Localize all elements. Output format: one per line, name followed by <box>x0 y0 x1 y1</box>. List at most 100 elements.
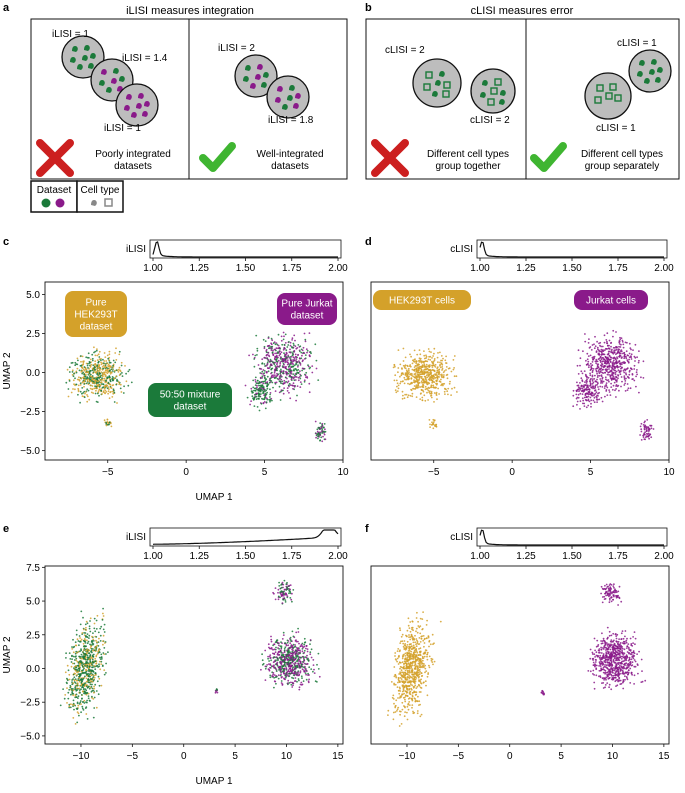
cell-point <box>292 377 295 380</box>
cell-point <box>430 659 433 662</box>
cell-point <box>448 367 451 370</box>
cell-point <box>308 666 311 669</box>
cell-point <box>592 399 595 402</box>
cell-point <box>68 688 71 691</box>
cell-point <box>299 364 302 366</box>
cell-point <box>302 666 305 668</box>
cell-point <box>304 670 306 673</box>
cell-point <box>397 371 399 374</box>
cell-point <box>90 647 93 650</box>
cell-point <box>259 376 262 379</box>
cell-point <box>600 354 603 356</box>
cell-point <box>297 647 299 649</box>
cell-point <box>267 345 270 347</box>
cell-point <box>431 364 433 367</box>
cell-point <box>297 631 300 633</box>
cell-point <box>620 363 623 366</box>
cell-point <box>631 373 634 375</box>
cell-point <box>85 685 88 688</box>
cell-point <box>91 642 94 645</box>
cell-point <box>319 431 321 434</box>
cell-point <box>106 368 109 371</box>
cell-point <box>93 676 96 679</box>
cell-point <box>105 360 108 362</box>
cell-point <box>286 586 288 589</box>
cell-point <box>91 657 94 659</box>
cell-point <box>424 399 427 402</box>
cell-point <box>292 647 294 649</box>
cell-point <box>417 365 419 367</box>
cell-point <box>287 679 290 682</box>
cell-point <box>283 335 285 338</box>
cell-point <box>600 348 603 351</box>
cell-point <box>95 385 98 388</box>
cell-point <box>77 359 79 362</box>
cell-point <box>95 619 98 622</box>
cell-point <box>299 666 301 669</box>
cell-point <box>642 360 645 363</box>
cell-point <box>307 672 309 675</box>
cell-point <box>71 361 74 364</box>
cell-point <box>284 361 287 364</box>
cell-point <box>423 655 426 658</box>
cell-point <box>283 593 285 595</box>
cluster-purple-only <box>115 83 159 127</box>
cell-point <box>305 647 307 650</box>
cell-point <box>66 702 68 704</box>
cell-point <box>433 660 436 663</box>
y-tick-label: 2.5 <box>26 329 40 340</box>
cell-point <box>599 361 602 363</box>
cell-point <box>106 377 109 379</box>
cell-point <box>72 655 75 658</box>
cell-point <box>97 353 100 356</box>
cell-point <box>105 653 107 655</box>
cell-point <box>69 658 72 660</box>
cell-point <box>640 439 643 441</box>
cell-point <box>617 350 620 352</box>
cell-point <box>586 352 589 355</box>
cell-point <box>589 385 591 387</box>
cell-point <box>588 391 591 394</box>
cell-point <box>626 383 629 385</box>
cell-point <box>103 379 105 382</box>
cell-point <box>265 351 268 354</box>
cell-point <box>420 635 423 638</box>
cell-point <box>274 651 277 654</box>
cell-point <box>301 369 303 372</box>
cell-point <box>280 652 283 654</box>
cell-point <box>438 369 440 371</box>
cell-point <box>593 347 596 350</box>
cell-point <box>420 366 423 369</box>
cell-point <box>69 684 72 687</box>
cell-point <box>440 378 442 381</box>
cell-point <box>276 351 279 354</box>
cell-point <box>282 348 285 351</box>
cell-point <box>284 642 287 644</box>
cell-point <box>277 595 280 598</box>
cell-point <box>417 369 420 372</box>
cell-point <box>577 349 580 352</box>
cell-point <box>76 684 78 687</box>
cell-point <box>399 713 401 716</box>
cell-point <box>303 643 306 646</box>
cell-point <box>276 369 278 372</box>
cell-point <box>91 376 94 379</box>
y-tick-label: 5.0 <box>26 290 40 301</box>
cell-point <box>610 369 612 372</box>
cell-point <box>104 356 107 358</box>
cell-point <box>102 391 105 394</box>
cell-point <box>436 398 438 401</box>
cell-point <box>86 701 88 704</box>
cell-point <box>100 625 103 628</box>
cell-point <box>284 659 286 661</box>
cell-point <box>582 389 584 392</box>
cell-point <box>408 701 411 703</box>
cell-point <box>279 650 282 652</box>
cell-point <box>425 360 427 362</box>
cell-point <box>91 687 94 690</box>
cell-point <box>418 683 420 686</box>
cell-point <box>257 382 260 385</box>
cell-point <box>290 644 293 646</box>
cell-point <box>407 669 409 672</box>
cell-point <box>86 661 89 664</box>
